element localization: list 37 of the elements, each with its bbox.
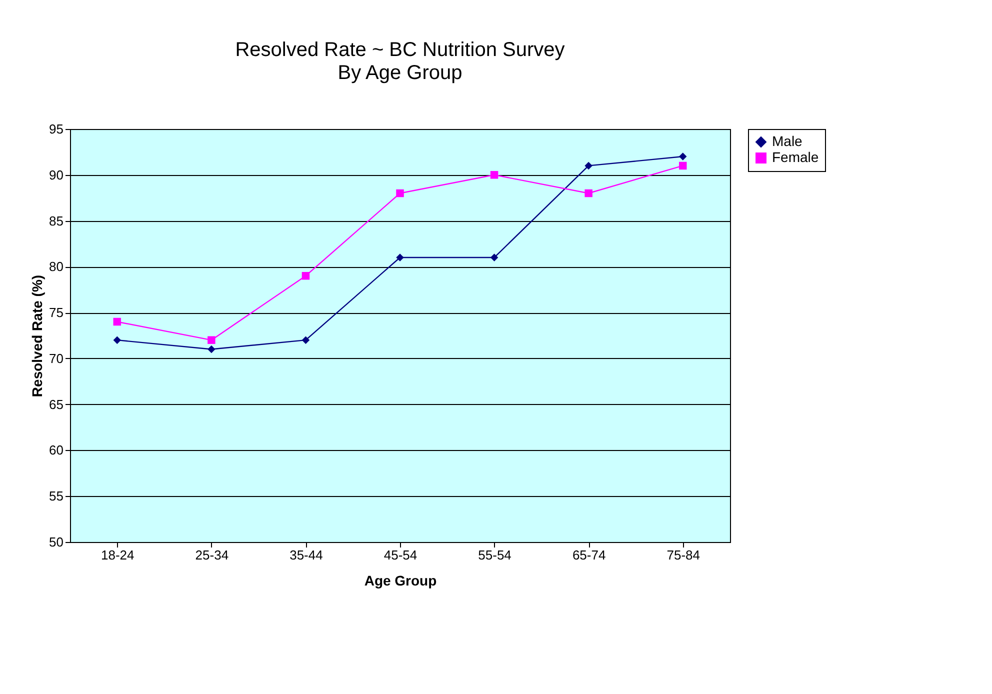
x-tick-label: 65-74 — [572, 548, 606, 562]
point — [208, 345, 216, 354]
point — [584, 189, 592, 198]
y-tick-label: 75 — [49, 305, 64, 320]
y-tick-label: 80 — [49, 259, 64, 274]
point — [678, 152, 687, 160]
legend-label: Female — [772, 149, 819, 165]
y-tick-label: 50 — [49, 534, 64, 550]
x-tick-label: 25-34 — [195, 548, 229, 562]
point — [113, 336, 122, 344]
point — [113, 318, 122, 326]
chart-title: Resolved Rate ~ BC Nutrition Survey — [235, 39, 565, 61]
chart-subtitle: By Age Group — [338, 62, 462, 84]
legend-label: Male — [772, 133, 803, 149]
point — [396, 254, 404, 262]
y-tick-label: 60 — [49, 442, 64, 458]
point — [396, 189, 404, 198]
point — [302, 272, 310, 280]
y-tick-label: 70 — [49, 350, 64, 366]
x-tick-label: 55-54 — [478, 548, 512, 562]
point — [584, 162, 592, 170]
y-tick-label: 55 — [49, 488, 64, 504]
y-tick-label: 65 — [49, 396, 64, 412]
point — [208, 336, 216, 344]
x-tick-label: 75-84 — [666, 548, 700, 562]
point — [302, 336, 310, 344]
y-axis-title: Resolved Rate (%) — [29, 274, 46, 398]
x-tick-label: 35-44 — [290, 548, 323, 562]
y-tick-label: 90 — [49, 167, 64, 182]
x-tick-label: 45-54 — [384, 548, 418, 562]
point — [678, 162, 687, 170]
point — [490, 254, 498, 262]
x-axis-title: Age Group — [364, 572, 437, 588]
point — [490, 171, 498, 179]
y-tick-label: 85 — [49, 213, 64, 228]
x-tick-label: 18-24 — [101, 548, 134, 562]
y-tick-label: 95 — [49, 122, 64, 136]
